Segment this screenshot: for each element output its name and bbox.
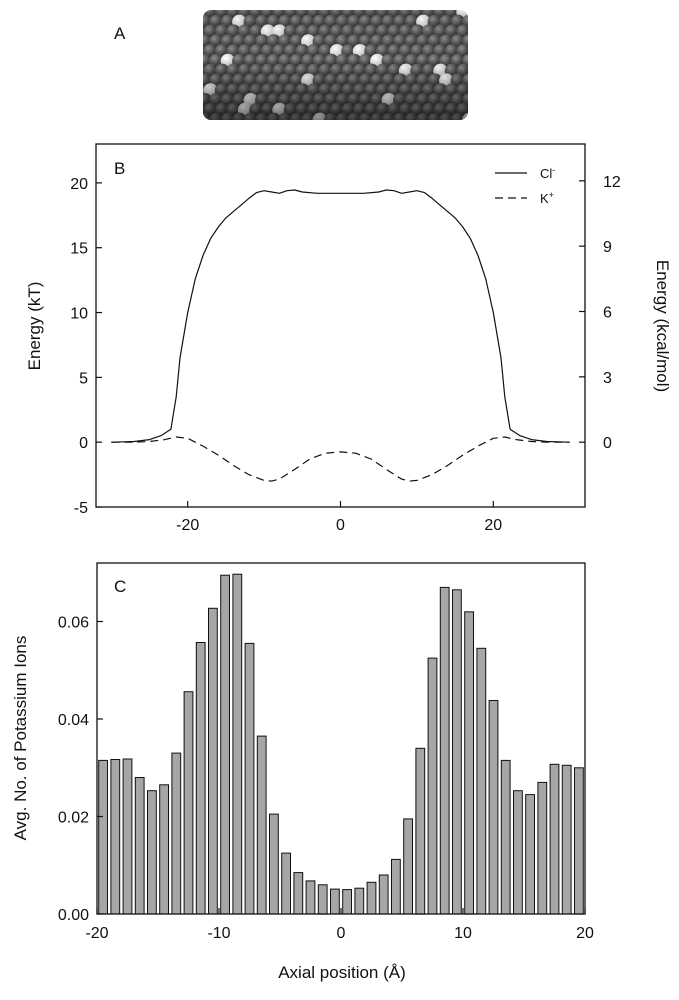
energy-y2-tick-label: 3 <box>603 370 612 387</box>
panel-b-label: B <box>114 159 125 178</box>
ion-bar <box>256 735 267 915</box>
energy-y2-tick-label: 0 <box>603 435 612 452</box>
ion-bar <box>147 790 157 915</box>
ion-y-tick-label: 0.06 <box>58 615 89 632</box>
ion-bar <box>281 852 292 915</box>
ion-bar <box>439 586 450 915</box>
energy-y2-axis-label: Energy (kcal/mol) <box>653 260 672 392</box>
ion-bar <box>110 759 121 915</box>
energy-x-tick-label: 0 <box>336 517 345 534</box>
ion-x-tick-label: 10 <box>454 925 472 942</box>
energy-x-tick-label: -20 <box>176 517 199 534</box>
ion-bar <box>488 700 499 915</box>
ion-y-tick-label: 0.02 <box>58 810 89 827</box>
ion-bar <box>195 642 206 915</box>
cl-energy-line <box>111 189 570 443</box>
panel-c-label: C <box>114 577 126 596</box>
legend-cl-text: Cl- <box>540 165 555 181</box>
energy-chart: B -5 0 5 10 15 20 0 3 6 9 12 -20 0 20 Energy (kT) E… <box>25 143 672 534</box>
k-energy-line <box>111 436 570 482</box>
panel-a-label: A <box>114 24 126 43</box>
ion-x-tick-label: 20 <box>576 925 594 942</box>
ion-bar <box>452 589 462 915</box>
energy-y-tick-label: 0 <box>79 435 88 452</box>
ion-bar <box>549 763 560 915</box>
ion-bar <box>525 794 536 915</box>
ion-bar <box>561 764 572 915</box>
ion-bar <box>208 607 218 915</box>
ion-bar <box>269 813 279 915</box>
ion-bar <box>317 884 328 915</box>
energy-y2-tick-label: 6 <box>603 304 612 321</box>
energy-y2-tick-label: 12 <box>603 174 621 191</box>
ion-bar <box>330 888 340 915</box>
ion-bar <box>98 759 108 915</box>
ion-bar <box>232 573 243 915</box>
ion-y-tick-label: 0.04 <box>58 712 89 729</box>
ion-bar <box>415 747 426 915</box>
ion-bar <box>122 758 133 915</box>
ion-bar <box>183 691 194 915</box>
ion-bar <box>171 752 182 915</box>
ion-x-tick-label: -20 <box>85 925 108 942</box>
ion-bar <box>574 767 584 915</box>
ion-plot-frame <box>96 562 586 915</box>
ion-bar <box>378 874 389 915</box>
energy-legend: Cl- K+ <box>495 165 555 206</box>
ion-bar <box>500 759 511 915</box>
ion-bar <box>244 642 255 915</box>
energy-x-tick-label: 20 <box>484 517 502 534</box>
ion-bar <box>293 872 304 915</box>
ion-bar <box>464 611 475 915</box>
ion-bar <box>354 887 365 915</box>
energy-y2-tick-label: 9 <box>603 239 612 256</box>
energy-y-tick-label: 5 <box>79 370 88 387</box>
energy-y-axis-label: Energy (kT) <box>25 282 44 371</box>
ion-bar <box>366 881 377 915</box>
legend-k-text: K+ <box>540 190 554 206</box>
ion-bar <box>403 818 414 915</box>
ion-x-tick-label: 0 <box>337 925 346 942</box>
ion-bar <box>391 858 401 915</box>
ion-y-tick-label: 0.00 <box>58 907 89 924</box>
energy-y-tick-label: -5 <box>74 500 88 517</box>
ion-bar <box>427 657 438 915</box>
nanotube-shading <box>203 10 468 120</box>
ion-y-axis-label: Avg. No. of Potassium Ions <box>11 636 30 841</box>
ion-bar <box>305 880 316 915</box>
ion-bar <box>220 574 230 915</box>
ion-bar <box>159 784 169 915</box>
ion-bar <box>134 777 145 915</box>
ion-bar <box>476 647 487 915</box>
ion-bar <box>342 889 353 915</box>
ion-x-axis-label: Axial position (Å) <box>278 963 406 982</box>
ion-histogram-chart: C 0.00 0.02 0.04 0.06 -20 -10 0 10 20 Avg. No. … <box>11 562 594 982</box>
energy-y-tick-label: 20 <box>70 176 88 193</box>
ion-x-tick-label: -10 <box>207 925 230 942</box>
energy-y-tick-label: 10 <box>70 306 88 323</box>
ion-bar <box>537 781 548 915</box>
energy-y-tick-label: 15 <box>70 241 88 258</box>
ion-bar <box>513 790 523 915</box>
